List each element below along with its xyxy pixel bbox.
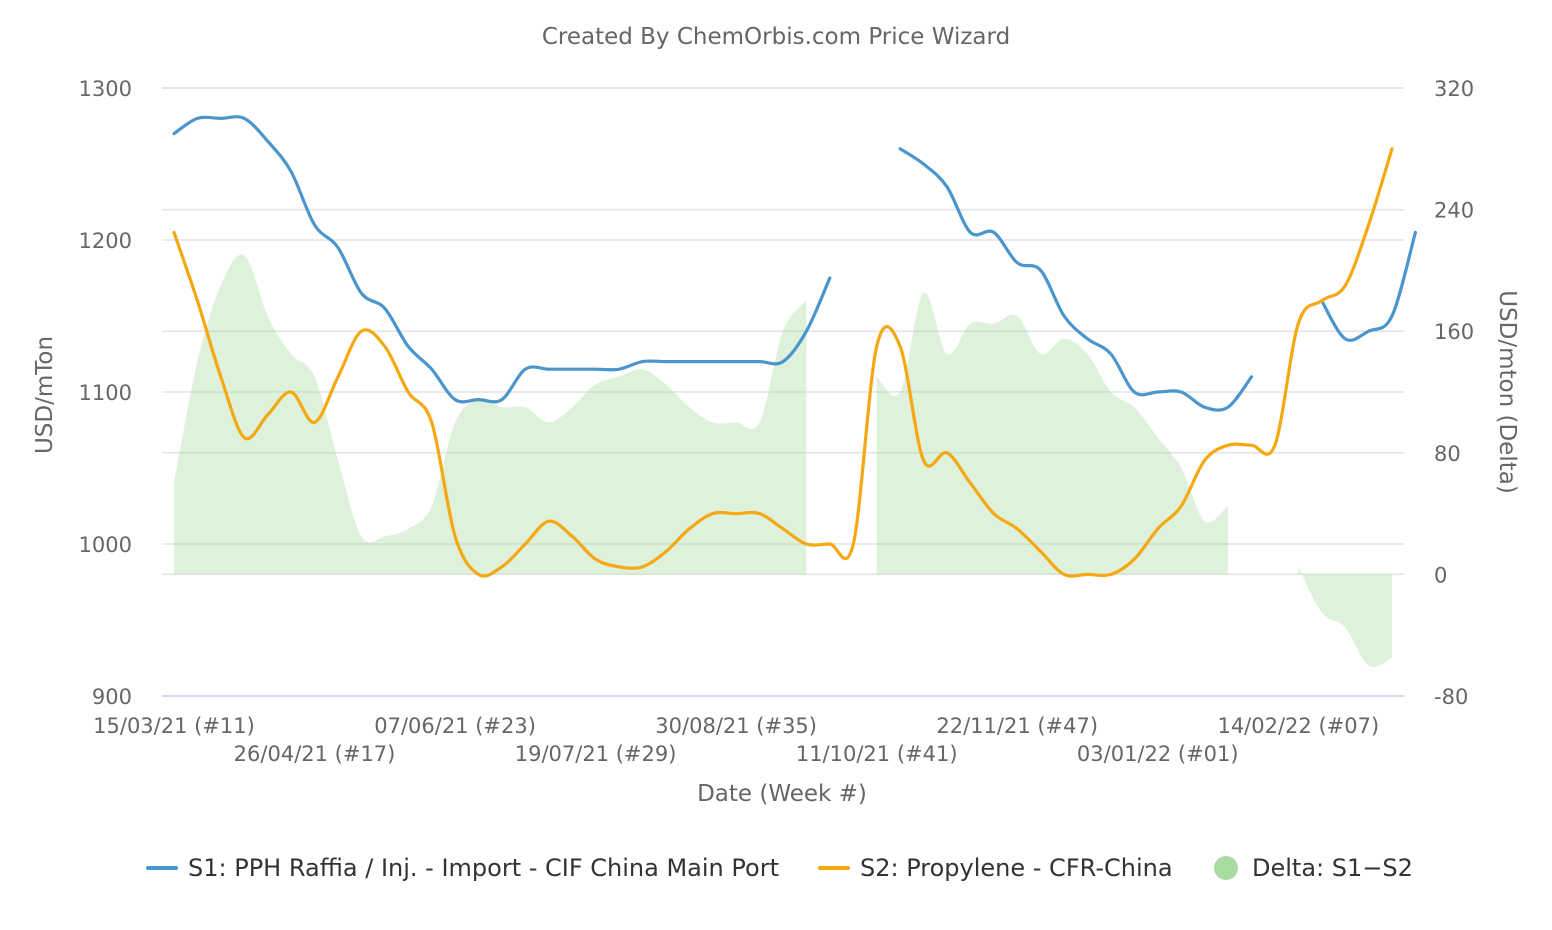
legend-label-s2: S2: Propylene - CFR-China bbox=[860, 854, 1173, 882]
gridlines bbox=[162, 87, 1404, 697]
y2-tick-label: 160 bbox=[1434, 320, 1474, 344]
x-tick-label: 14/02/22 (#07) bbox=[1217, 714, 1379, 738]
x-tick-label: 22/11/21 (#47) bbox=[936, 714, 1098, 738]
y2-tick-label: 80 bbox=[1434, 442, 1461, 466]
series-line-s1 bbox=[1320, 230, 1417, 342]
x-tick-label: 19/07/21 (#29) bbox=[515, 742, 677, 766]
x-tick-label: 11/10/21 (#41) bbox=[796, 742, 958, 766]
legend-swatch-delta bbox=[1214, 856, 1238, 880]
legend: S1: PPH Raffia / Inj. - Import - CIF Chi… bbox=[0, 848, 1552, 888]
chart-title: Created By ChemOrbis.com Price Wizard bbox=[541, 24, 1011, 50]
delta-area-layer bbox=[174, 254, 1392, 667]
y-tick-label: 1200 bbox=[79, 229, 132, 253]
x-axis-label: Date (Week #) bbox=[697, 781, 867, 807]
delta-area-segment bbox=[876, 292, 1228, 575]
y2-tick-label: 0 bbox=[1434, 563, 1447, 587]
y-axis-ticks: 900 1000 1100 1200 1300 bbox=[79, 77, 132, 709]
legend-item-s2[interactable]: S2: Propylene - CFR-China bbox=[818, 848, 1173, 888]
y-tick-label: 1000 bbox=[79, 533, 132, 557]
series-line-s1 bbox=[898, 147, 1254, 412]
x-tick-label: 26/04/21 (#17) bbox=[234, 742, 396, 766]
delta-area-segment bbox=[1298, 566, 1392, 667]
x-tick-label: 03/01/22 (#01) bbox=[1077, 742, 1239, 766]
y-axis-label: USD/mTon bbox=[32, 336, 58, 454]
legend-label-delta: Delta: S1−S2 bbox=[1252, 854, 1413, 882]
legend-swatch-s1 bbox=[146, 866, 178, 870]
legend-label-s1: S1: PPH Raffia / Inj. - Import - CIF Chi… bbox=[188, 854, 779, 882]
x-tick-label: 30/08/21 (#35) bbox=[655, 714, 817, 738]
y2-tick-label: 240 bbox=[1434, 199, 1474, 223]
delta-area-segment bbox=[174, 254, 807, 575]
x-tick-label: 15/03/21 (#11) bbox=[93, 714, 255, 738]
legend-item-s1[interactable]: S1: PPH Raffia / Inj. - Import - CIF Chi… bbox=[146, 848, 779, 888]
series-lines bbox=[172, 115, 1417, 578]
y2-axis-label: USD/mton (Delta) bbox=[1494, 290, 1520, 494]
series-line-s2 bbox=[172, 147, 1394, 578]
series-line-s1 bbox=[172, 115, 832, 404]
y2-axis-ticks: -80 0 80 160 240 320 bbox=[1434, 77, 1474, 709]
legend-swatch-s2 bbox=[818, 866, 850, 870]
legend-item-delta[interactable]: Delta: S1−S2 bbox=[1214, 848, 1413, 888]
y-tick-label: 900 bbox=[92, 685, 132, 709]
y2-tick-label: -80 bbox=[1434, 685, 1468, 709]
y-tick-label: 1100 bbox=[79, 381, 132, 405]
y2-tick-label: 320 bbox=[1434, 77, 1474, 101]
y-tick-label: 1300 bbox=[79, 77, 132, 101]
x-axis-ticks: 15/03/21 (#11) 26/04/21 (#17) 07/06/21 (#2… bbox=[93, 714, 1379, 766]
x-tick-label: 07/06/21 (#23) bbox=[374, 714, 536, 738]
